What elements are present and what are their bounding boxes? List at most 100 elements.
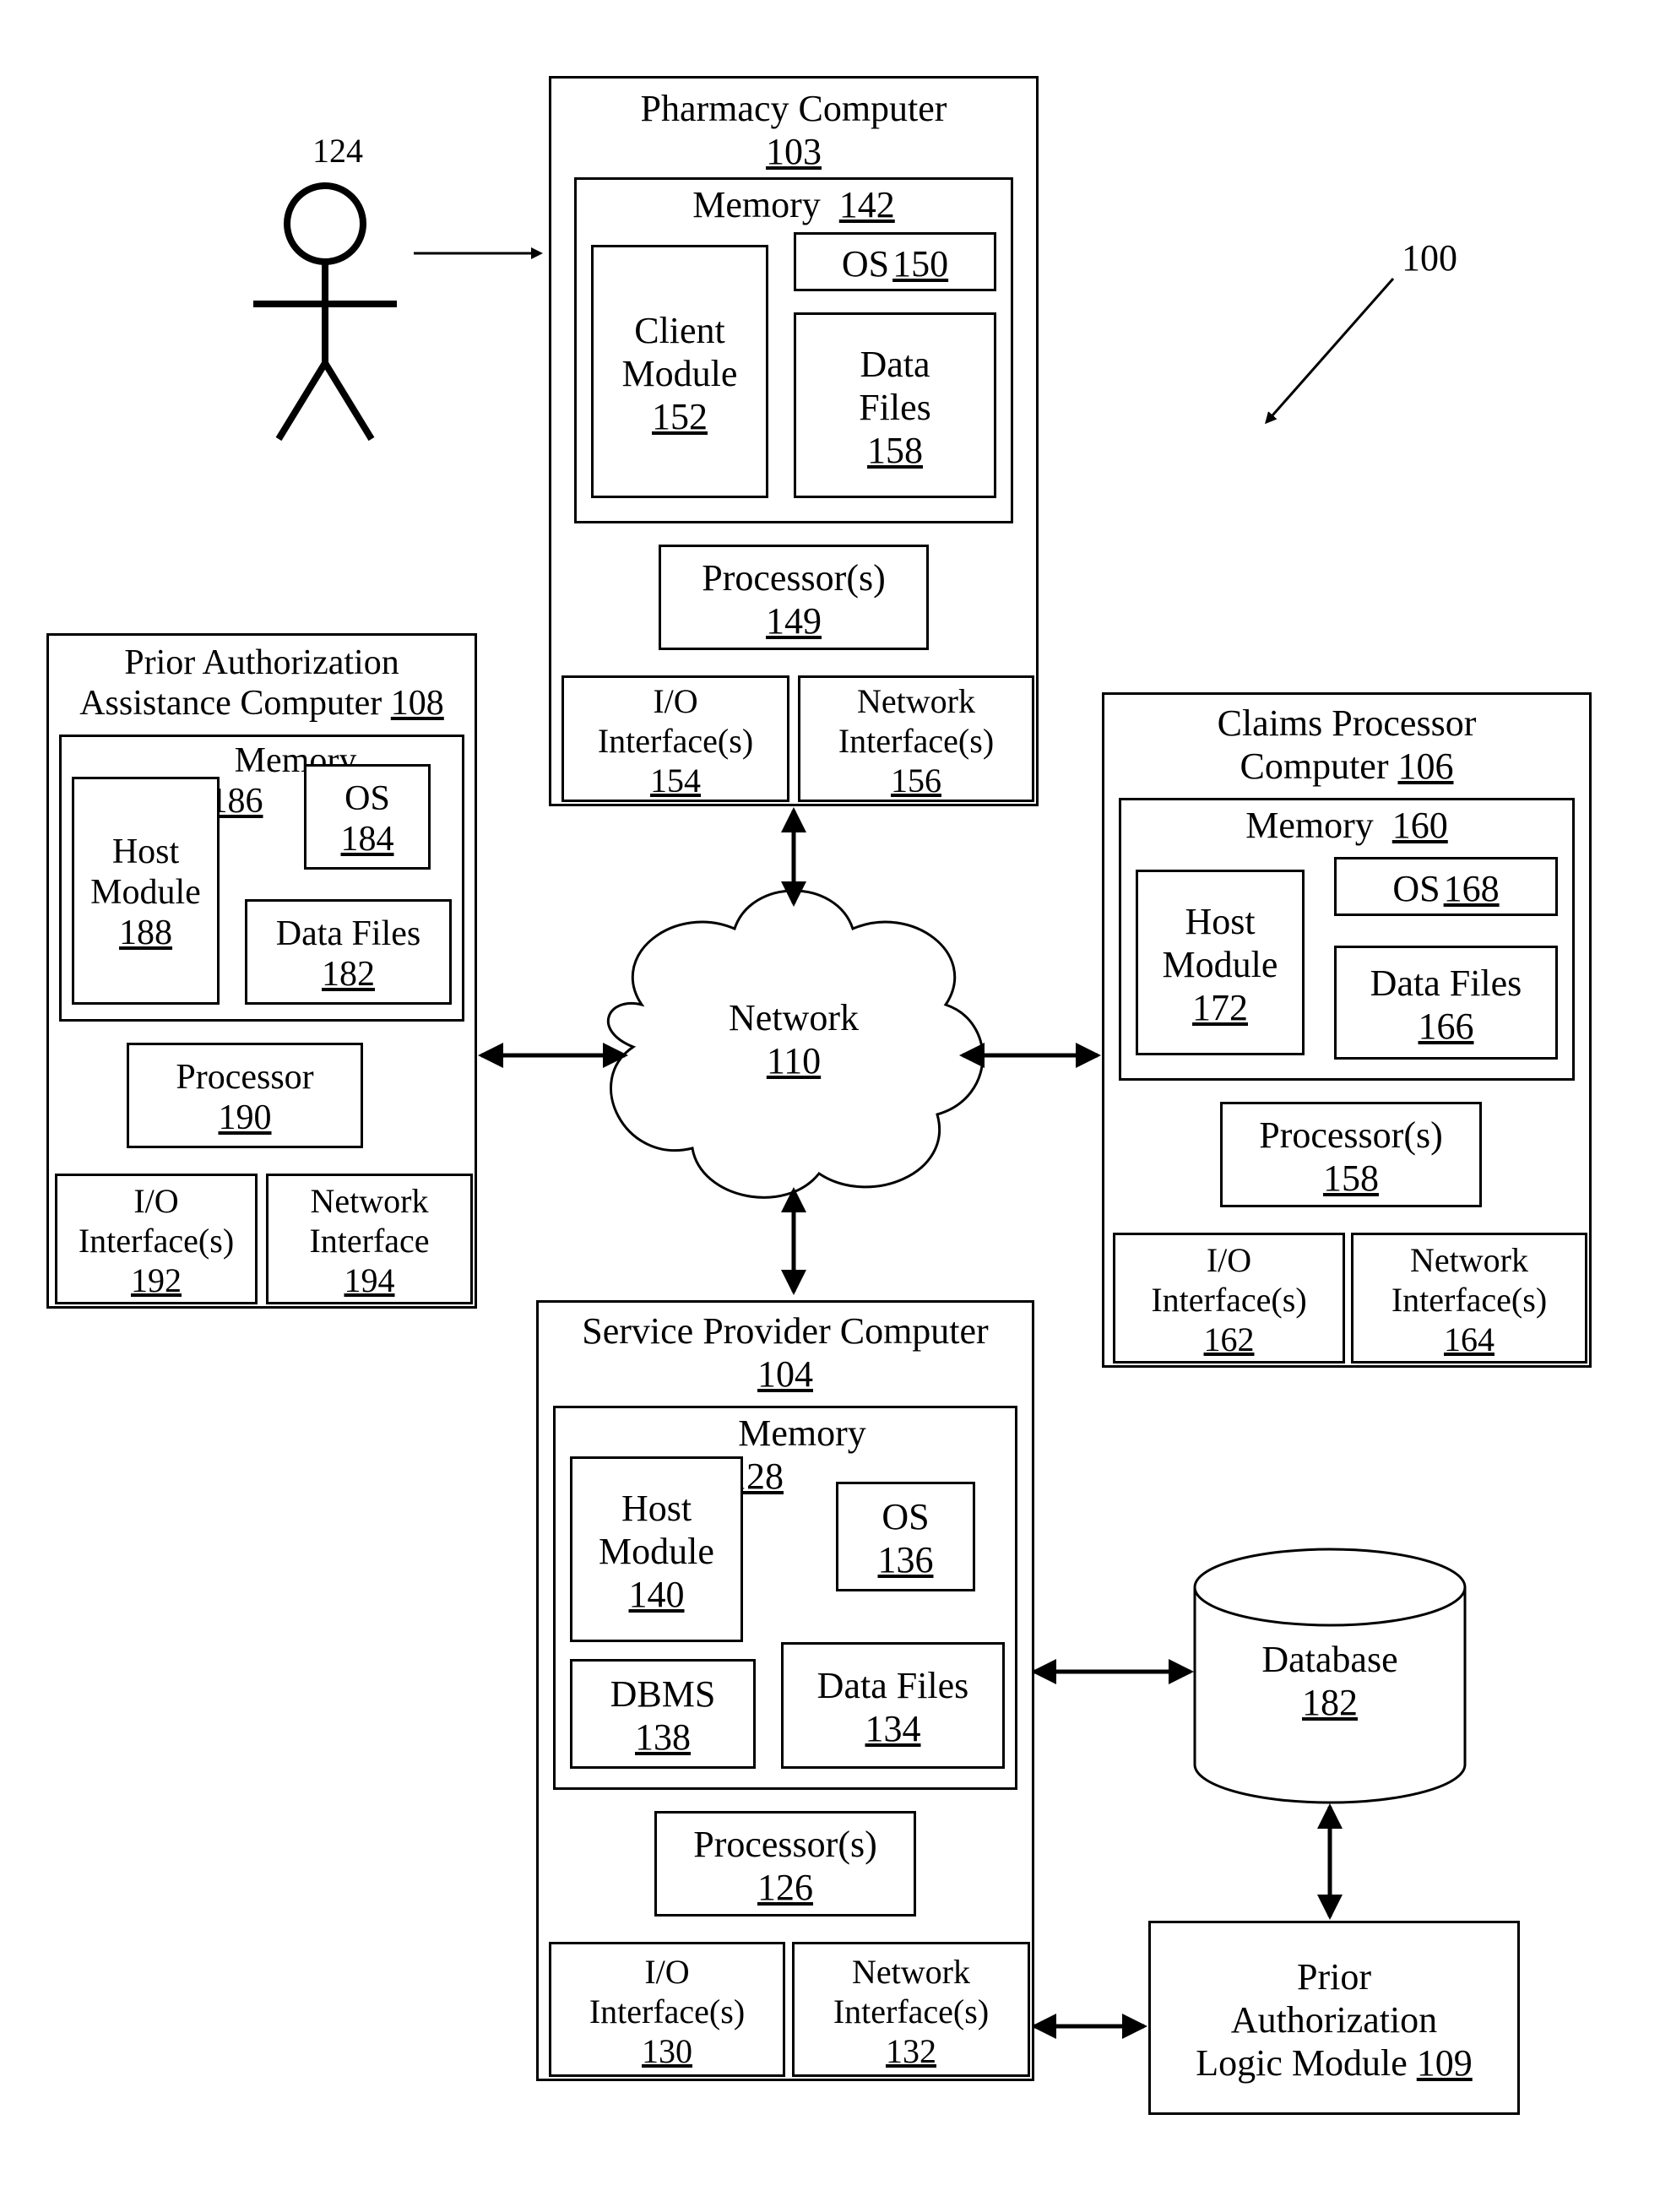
paa-host-ref: 188 [119, 913, 172, 953]
claims-io-l2: Interface(s) [1151, 1280, 1306, 1320]
claims-proc-label: Processor(s) [1259, 1114, 1443, 1157]
service-io-l2: Interface(s) [589, 1992, 745, 2031]
service-net-ref: 132 [886, 2031, 936, 2071]
pharmacy-memory-ref: 142 [839, 184, 895, 225]
diagram-canvas: 100 124 Network 110 Database 182 Pharmac… [0, 0, 1660, 2212]
logic-l3: Logic Module [1196, 2042, 1408, 2084]
database-label-text: Database [1233, 1638, 1427, 1681]
claims-io: I/O Interface(s) 162 [1113, 1233, 1345, 1364]
service-df-ref: 134 [865, 1707, 921, 1750]
service-memory-label: Memory [738, 1412, 866, 1455]
pharmacy-io-ref: 154 [650, 761, 701, 800]
service-net-l1: Network [852, 1952, 970, 1992]
database-ref: 182 [1233, 1681, 1427, 1724]
paa-io-l2: Interface(s) [79, 1221, 234, 1261]
paa-host-module: Host Module 188 [72, 777, 220, 1005]
claims-os: OS 168 [1334, 857, 1558, 916]
pharmacy-net-l1: Network [857, 681, 975, 721]
paa-title-l1: Prior Authorization [124, 642, 399, 683]
paa-host-l1: Host [112, 832, 179, 872]
service-net: Network Interface(s) 132 [792, 1942, 1030, 2077]
service-host-module: Host Module 140 [570, 1456, 743, 1642]
paa-io-ref: 192 [131, 1261, 182, 1300]
paa-df-label: Data Files [276, 914, 420, 954]
service-proc-label: Processor(s) [693, 1823, 877, 1866]
claims-host-l1: Host [1185, 900, 1255, 943]
claims-host-ref: 172 [1192, 986, 1248, 1029]
pharmacy-io-l1: I/O [653, 681, 697, 721]
service-proc-ref: 126 [757, 1866, 813, 1909]
paa-net-l1: Network [311, 1181, 429, 1221]
paa-proc-label: Processor [176, 1057, 313, 1098]
logic-module: Prior Authorization Logic Module 109 [1148, 1921, 1520, 2115]
paa-processor: Processor 190 [127, 1043, 363, 1148]
paa-data-files: Data Files 182 [245, 899, 452, 1005]
pharmacy-net-ref: 156 [891, 761, 941, 800]
service-io-l1: I/O [644, 1952, 689, 1992]
service-processor: Processor(s) 126 [654, 1811, 916, 1917]
claims-net-ref: 164 [1444, 1320, 1495, 1359]
pharmacy-ref: 103 [766, 130, 822, 173]
claims-title-l2: Computer [1240, 745, 1389, 787]
service-df-label: Data Files [817, 1664, 969, 1707]
paa-ref: 108 [391, 684, 444, 723]
pharmacy-df-ref: 158 [867, 429, 923, 472]
logic-ref: 109 [1417, 2042, 1473, 2084]
service-net-l2: Interface(s) [833, 1992, 989, 2031]
claims-os-label: OS [1392, 867, 1440, 910]
claims-host-module: Host Module 172 [1136, 870, 1305, 1055]
pharmacy-io: I/O Interface(s) 154 [561, 675, 789, 802]
service-title: Service Provider Computer [582, 1309, 988, 1353]
pharmacy-title: Pharmacy Computer [641, 87, 947, 130]
network-label: Network 110 [701, 996, 887, 1082]
logic-l2: Authorization [1231, 1998, 1437, 2041]
pharmacy-os: OS 150 [794, 232, 996, 291]
network-label-text: Network [701, 996, 887, 1039]
claims-df-ref: 166 [1419, 1005, 1474, 1048]
claims-net-l2: Interface(s) [1391, 1280, 1547, 1320]
paa-os-label: OS [344, 778, 390, 819]
claims-memory-ref: 160 [1392, 805, 1448, 846]
service-host-l1: Host [621, 1487, 692, 1530]
claims-proc-ref: 158 [1323, 1157, 1379, 1200]
pharmacy-net: Network Interface(s) 156 [798, 675, 1034, 802]
database-label: Database 182 [1233, 1638, 1427, 1724]
pharmacy-processor: Processor(s) 149 [659, 545, 929, 650]
pharmacy-os-ref: 150 [892, 242, 948, 285]
service-os-label: OS [882, 1495, 929, 1538]
pharmacy-proc-ref: 149 [766, 599, 822, 642]
claims-host-l2: Module [1163, 943, 1278, 986]
pharmacy-client-module: Client Module 152 [591, 245, 768, 498]
claims-memory-label: Memory [1245, 805, 1374, 846]
pharmacy-df-l1: Data [860, 343, 930, 386]
paa-title-l2: Assistance Computer [79, 684, 382, 723]
pharmacy-net-l2: Interface(s) [838, 721, 994, 761]
claims-title-l1: Claims Processor [1218, 702, 1477, 745]
paa-host-l2: Module [90, 872, 201, 913]
figure-ref: 100 [1402, 236, 1457, 279]
service-dbms-ref: 138 [635, 1716, 691, 1759]
paa-os-ref: 184 [341, 819, 394, 859]
service-os: OS 136 [836, 1482, 975, 1591]
service-io: I/O Interface(s) 130 [549, 1942, 785, 2077]
claims-io-ref: 162 [1204, 1320, 1255, 1359]
claims-ref: 106 [1397, 745, 1453, 787]
pharmacy-client-l1: Client [634, 309, 725, 352]
claims-io-l1: I/O [1207, 1240, 1251, 1280]
actor-ref: 124 [312, 131, 363, 171]
claims-df-label: Data Files [1370, 962, 1522, 1005]
paa-io-l1: I/O [133, 1181, 178, 1221]
paa-df-ref: 182 [322, 954, 375, 995]
service-dbms-label: DBMS [610, 1673, 716, 1716]
pharmacy-data-files: Data Files 158 [794, 312, 996, 498]
service-host-l2: Module [599, 1530, 714, 1573]
paa-io: I/O Interface(s) 192 [55, 1174, 258, 1304]
pharmacy-memory-label: Memory [692, 184, 821, 225]
network-ref: 110 [701, 1039, 887, 1082]
claims-net: Network Interface(s) 164 [1351, 1233, 1587, 1364]
service-dbms: DBMS 138 [570, 1659, 756, 1769]
service-ref: 104 [757, 1353, 813, 1396]
paa-net-l2: Interface [309, 1221, 429, 1261]
claims-processor: Processor(s) 158 [1220, 1102, 1482, 1207]
actor-icon [253, 186, 397, 439]
